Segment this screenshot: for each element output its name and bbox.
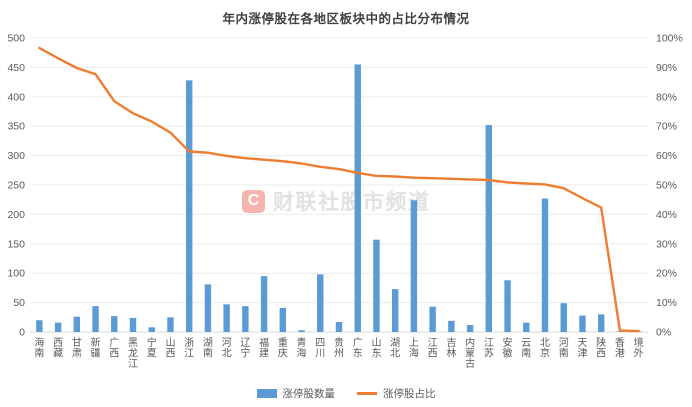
legend-bar-label: 涨停股数量	[282, 388, 336, 400]
bar-江苏	[485, 125, 493, 332]
bar-陕西	[597, 314, 605, 332]
bar-西藏	[54, 322, 62, 332]
y-axis-label-right: 60%	[656, 150, 677, 162]
y-axis-label-left: 450	[7, 62, 25, 74]
y-axis-label-left: 300	[7, 150, 25, 162]
x-axis-label: 浙江	[184, 337, 194, 360]
y-axis-label-right: 70%	[656, 121, 677, 133]
bar-山西	[167, 317, 174, 332]
bar-宁夏	[148, 327, 155, 332]
x-axis-label: 广西	[109, 337, 119, 360]
x-axis-label: 香港	[615, 337, 625, 360]
bar-重庆	[279, 307, 287, 332]
y-axis-label-left: 0	[19, 327, 25, 339]
bar-四川	[317, 274, 324, 332]
x-axis-label: 陕西	[596, 336, 606, 360]
chart-title: 年内涨停股在各地区板块中的占比分布情况	[222, 12, 470, 26]
x-axis-label: 河北	[222, 337, 232, 360]
x-axis-label: 福建	[259, 336, 269, 360]
bar-云南	[523, 322, 530, 332]
x-axis-label: 江苏	[484, 337, 494, 360]
bar-浙江	[185, 80, 193, 332]
bar-河北	[223, 304, 230, 332]
y-axis-label-left: 100	[7, 268, 25, 280]
x-axis-label: 河南	[559, 337, 569, 360]
y-axis-label-left: 400	[7, 91, 25, 103]
bar-海南	[36, 320, 43, 332]
bar-新疆	[92, 306, 99, 332]
bar-广西	[111, 316, 118, 332]
x-axis-label: 宁夏	[147, 336, 157, 360]
x-axis-label: 新疆	[91, 336, 101, 360]
x-axis-label: 云南	[521, 338, 531, 360]
x-axis-label: 青海	[297, 336, 307, 360]
bar-北京	[541, 198, 549, 332]
y-axis-label-left: 250	[7, 180, 25, 192]
legend-bar-swatch	[256, 389, 277, 398]
y-axis-label-right: 30%	[656, 238, 677, 250]
bar-湖北	[391, 289, 399, 332]
x-axis-label: 西藏	[53, 338, 63, 360]
legend: 涨停股数量 涨停股占比	[0, 386, 692, 401]
bar-吉林	[448, 320, 455, 332]
bar-福建	[260, 276, 268, 332]
y-axis-label-left: 50	[13, 297, 25, 309]
x-axis-label: 北京	[540, 337, 550, 360]
y-axis-label-right: 20%	[656, 268, 677, 280]
x-axis-label: 重庆	[278, 336, 288, 360]
y-axis-label-left: 150	[7, 238, 25, 250]
bar-河南	[560, 303, 567, 332]
y-axis-label-left: 350	[7, 121, 25, 133]
y-axis-label-right: 0%	[656, 327, 671, 339]
bar-安徽	[504, 280, 511, 332]
y-axis-label-right: 10%	[656, 297, 677, 309]
bar-贵州	[335, 322, 343, 332]
x-axis-label: 山东	[371, 337, 381, 360]
bar-辽宁	[242, 306, 249, 332]
x-axis-label: 甘肃	[72, 336, 82, 360]
x-axis-label: 上海	[409, 337, 419, 360]
x-axis-label: 贵州	[334, 336, 344, 360]
x-axis-label: 湖北	[390, 337, 400, 360]
y-axis-label-left: 500	[7, 33, 25, 45]
y-axis-label-right: 80%	[656, 91, 677, 103]
bar-天津	[579, 315, 586, 332]
line-series	[38, 46, 640, 333]
x-axis-label: 内蒙古	[465, 336, 475, 370]
y-axis-label-right: 40%	[656, 209, 677, 221]
y-axis-label-right: 90%	[656, 62, 677, 74]
bar-湖南	[204, 284, 212, 332]
bar-内蒙古	[466, 324, 474, 332]
bar-山东	[373, 239, 380, 332]
x-axis-label: 山西	[165, 337, 175, 360]
y-axis-label-left: 200	[7, 209, 25, 221]
x-axis-label: 辽宁	[240, 337, 250, 360]
legend-line-swatch	[357, 392, 377, 395]
bar-青海	[298, 330, 305, 332]
legend-line-label: 涨停股占比	[383, 388, 436, 400]
y-axis-label-right: 100%	[656, 33, 683, 45]
bar-上海	[410, 200, 418, 332]
x-axis-label: 天津	[577, 338, 587, 360]
x-axis-label: 江西	[428, 337, 438, 360]
y-axis-label-right: 50%	[656, 180, 677, 192]
bar-甘肃	[73, 316, 81, 332]
x-axis-label: 湖南	[203, 337, 213, 360]
x-axis-label: 黑龙江	[128, 337, 138, 370]
x-axis-label: 广东	[353, 337, 363, 360]
x-axis-label: 境外	[634, 336, 644, 360]
bar-黑龙江	[129, 317, 137, 332]
bar-香港	[616, 331, 624, 333]
x-axis-label: 海南	[34, 336, 44, 360]
x-axis-label: 安徽	[503, 336, 513, 360]
bar-江西	[429, 306, 436, 332]
x-axis-label: 四川	[315, 338, 325, 360]
x-axis-label: 吉林	[446, 337, 456, 360]
bar-广东	[354, 64, 361, 333]
